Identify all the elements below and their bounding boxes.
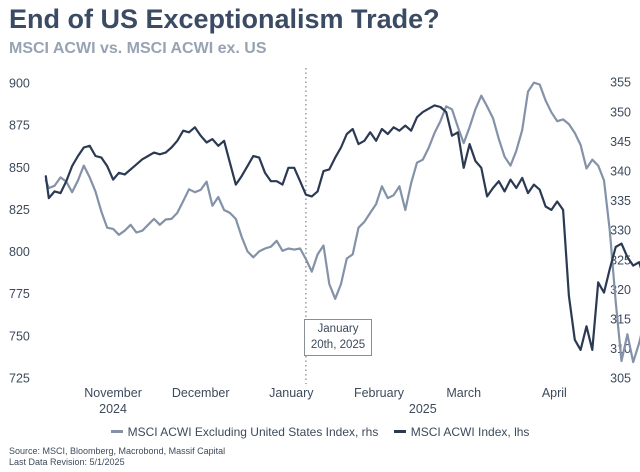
left-axis-tick-label: 825 — [9, 203, 30, 217]
left-axis-tick-label: 900 — [9, 76, 30, 90]
inauguration-annotation: January 20th, 2025 — [304, 319, 372, 356]
legend-label-exus: MSCI ACWI Excluding United States Index,… — [127, 424, 379, 439]
x-axis-month-label: April — [542, 386, 567, 400]
right-axis-tick-label: 350 — [610, 105, 631, 119]
right-axis-tick-label: 340 — [610, 165, 631, 179]
chart-subtitle: MSCI ACWI vs. MSCI ACWI ex. US — [9, 40, 267, 57]
legend-swatch-acwi — [393, 430, 406, 433]
legend-swatch-exus — [110, 430, 123, 433]
legend-item-exus: MSCI ACWI Excluding United States Index,… — [110, 424, 379, 439]
right-axis-tick-label: 345 — [610, 135, 631, 149]
right-axis-tick-label: 305 — [610, 372, 631, 386]
x-axis-year-label: 2025 — [409, 402, 437, 416]
footnotes: Source: MSCI, Bloomberg, Macrobond, Mass… — [9, 446, 225, 468]
series-line-acwi-ex-us — [44, 81, 640, 364]
left-axis-tick-label: 875 — [9, 119, 30, 133]
left-axis-tick-label: 725 — [9, 372, 30, 386]
right-axis-tick-label: 335 — [610, 194, 631, 208]
x-axis-year-label: 2024 — [99, 402, 127, 416]
left-axis-tick-label: 775 — [9, 287, 30, 301]
x-axis-month-label: January — [269, 386, 314, 400]
x-axis-month-label: November — [84, 386, 142, 400]
annotation-line-2: 20th, 2025 — [310, 339, 366, 351]
right-axis-tick-label: 330 — [610, 224, 631, 238]
x-axis-month-label: December — [172, 386, 230, 400]
left-axis-tick-label: 750 — [9, 329, 30, 343]
x-axis-month-label: February — [354, 386, 405, 400]
legend-label-acwi: MSCI ACWI Index, lhs — [410, 424, 530, 439]
left-axis-tick-label: 800 — [9, 245, 30, 259]
right-axis-tick-label: 315 — [610, 313, 631, 327]
series-line-acwi — [44, 104, 640, 351]
revision-note: Last Data Revision: 5/1/2025 — [9, 457, 125, 467]
left-axis-tick-label: 850 — [9, 161, 30, 175]
source-note: Source: MSCI, Bloomberg, Macrobond, Mass… — [9, 446, 226, 456]
chart-legend: MSCI ACWI Excluding United States Index,… — [0, 422, 640, 439]
annotation-line-1: January — [317, 323, 359, 335]
right-axis-tick-label: 355 — [610, 76, 631, 90]
chart-title: End of US Exceptionalism Trade? — [9, 4, 440, 34]
right-axis-tick-label: 325 — [610, 253, 631, 267]
x-axis-month-label: March — [446, 386, 481, 400]
legend-item-acwi: MSCI ACWI Index, lhs — [393, 424, 530, 439]
